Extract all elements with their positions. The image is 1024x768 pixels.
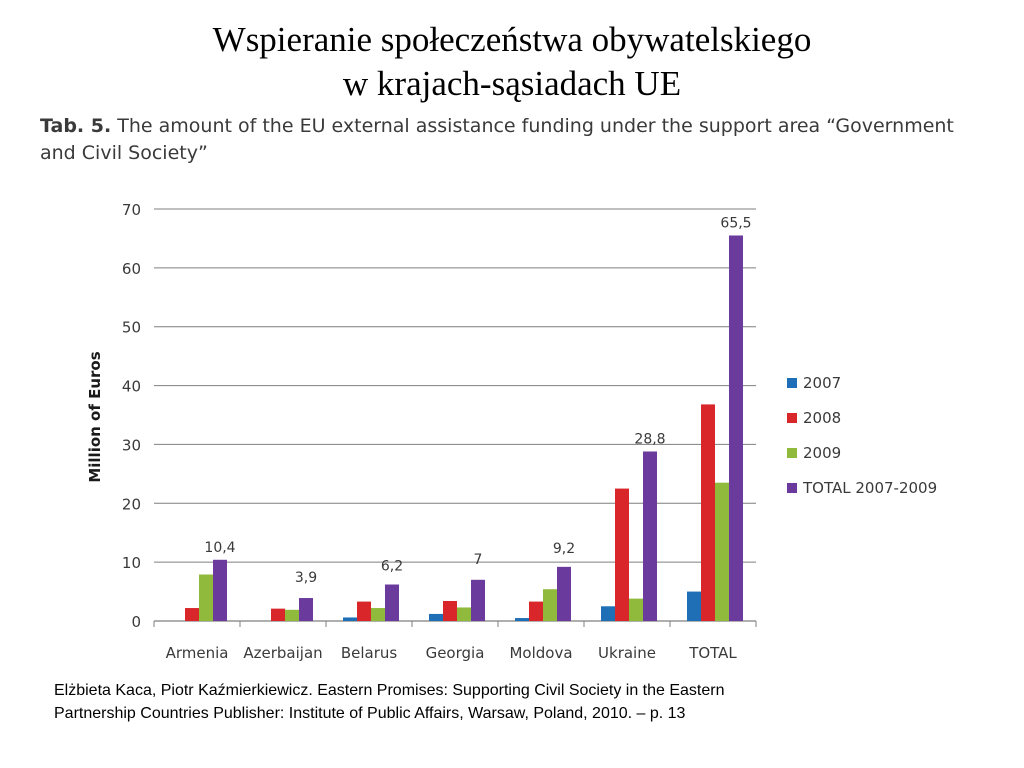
x-tick-label: Georgia bbox=[426, 644, 485, 662]
bar-moldova-2008 bbox=[529, 601, 543, 621]
bar-belarus-2009 bbox=[371, 608, 385, 621]
bar-armenia-2009 bbox=[199, 574, 213, 621]
legend-swatch bbox=[787, 378, 797, 388]
data-label: 65,5 bbox=[720, 215, 751, 231]
bar-ukraine-2009 bbox=[629, 598, 643, 621]
bar-total-total-2007-2009 bbox=[729, 235, 743, 621]
y-axis-title: Million of Euros bbox=[86, 351, 104, 482]
data-label: 3,9 bbox=[295, 570, 317, 586]
y-tick-label: 70 bbox=[122, 201, 141, 219]
data-label: 10,4 bbox=[204, 540, 235, 556]
x-tick-label: Armenia bbox=[166, 644, 229, 662]
y-tick-label: 40 bbox=[122, 378, 141, 396]
y-tick-label: 50 bbox=[122, 319, 141, 337]
bar-azerbaijan-2009 bbox=[285, 609, 299, 621]
bar-total-2007 bbox=[687, 591, 701, 621]
legend-label: 2007 bbox=[803, 374, 841, 392]
bar-ukraine-2007 bbox=[601, 606, 615, 621]
slide-title: Wspieranie społeczeństwa obywatelskiego … bbox=[0, 18, 1024, 106]
legend-label: 2009 bbox=[803, 444, 841, 462]
bar-armenia-2008 bbox=[185, 608, 199, 621]
bar-belarus-total-2007-2009 bbox=[385, 584, 399, 621]
table-caption: Tab. 5. The amount of the EU external as… bbox=[40, 113, 980, 167]
legend-swatch bbox=[787, 448, 797, 458]
y-tick-label: 60 bbox=[122, 260, 141, 278]
x-tick-label: TOTAL bbox=[688, 644, 737, 662]
y-tick-label: 30 bbox=[122, 436, 141, 454]
bar-azerbaijan-2008 bbox=[271, 608, 285, 621]
x-tick-label: Moldova bbox=[509, 644, 572, 662]
legend-label: TOTAL 2007-2009 bbox=[802, 479, 937, 497]
bar-azerbaijan-total-2007-2009 bbox=[299, 598, 313, 621]
bar-moldova-total-2007-2009 bbox=[557, 566, 571, 621]
data-label: 9,2 bbox=[553, 541, 575, 557]
bar-total-2008 bbox=[701, 404, 715, 621]
x-tick-label: Belarus bbox=[341, 644, 398, 662]
bar-ukraine-total-2007-2009 bbox=[643, 451, 657, 621]
bar-total-2009 bbox=[715, 482, 729, 621]
bar-moldova-2007 bbox=[515, 618, 529, 621]
data-label: 6,2 bbox=[381, 559, 403, 575]
bar-belarus-2007 bbox=[343, 617, 357, 621]
y-tick-label: 0 bbox=[131, 613, 141, 631]
y-tick-label: 10 bbox=[122, 554, 141, 572]
data-label: 7 bbox=[474, 552, 483, 568]
bar-georgia-total-2007-2009 bbox=[471, 579, 485, 621]
slide-title-line-2: w krajach-sąsiadach UE bbox=[342, 64, 682, 103]
bar-georgia-2009 bbox=[457, 607, 471, 621]
bar-georgia-2008 bbox=[443, 600, 457, 621]
bar-moldova-2009 bbox=[543, 589, 557, 621]
table-number: Tab. 5. bbox=[40, 115, 112, 137]
bar-georgia-2007 bbox=[429, 613, 443, 621]
bar-belarus-2008 bbox=[357, 601, 371, 621]
bar-armenia-total-2007-2009 bbox=[213, 559, 227, 621]
legend-swatch bbox=[787, 483, 797, 493]
data-label: 28,8 bbox=[634, 431, 665, 447]
citation-line-2: Partnership Countries Publisher: Institu… bbox=[54, 705, 686, 722]
citation: Elżbieta Kaca, Piotr Kaźmierkiewicz. Eas… bbox=[54, 679, 954, 725]
legend-swatch bbox=[787, 413, 797, 423]
table-caption-text: The amount of the EU external assistance… bbox=[40, 115, 954, 164]
bar-ukraine-2008 bbox=[615, 488, 629, 621]
legend-label: 2008 bbox=[803, 409, 841, 427]
citation-line-1: Elżbieta Kaca, Piotr Kaźmierkiewicz. Eas… bbox=[54, 682, 725, 699]
x-tick-label: Ukraine bbox=[598, 644, 656, 662]
x-tick-label: Azerbaijan bbox=[243, 644, 322, 662]
slide-title-line-1: Wspieranie społeczeństwa obywatelskiego bbox=[212, 20, 812, 59]
y-tick-label: 20 bbox=[122, 495, 141, 513]
